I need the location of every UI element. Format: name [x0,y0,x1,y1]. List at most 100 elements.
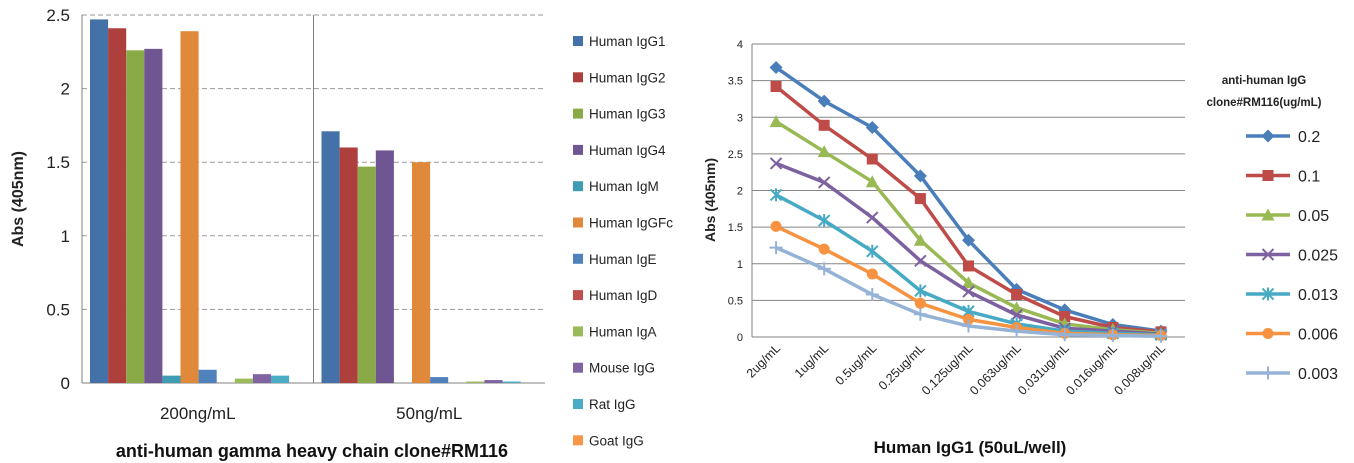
marker-square [1011,289,1023,301]
marker-square [770,80,782,92]
bar [430,377,449,383]
legend-swatch [573,144,583,155]
marker-triangle [1010,301,1024,314]
series [769,157,1168,341]
x-axis-label: anti-human gamma heavy chain clone#RM116 [116,441,508,461]
y-axis-label: Abs (405nm) [702,158,718,242]
legend-label: Human IgG3 [589,107,666,122]
legend-label: Human IgG4 [589,143,666,158]
legend-label: 0.05 [1298,208,1329,225]
marker-diamond [769,60,783,74]
legend-label: 0.025 [1298,248,1338,265]
y-tick-label: 4 [737,39,743,51]
legend-label: Human IgM [589,179,659,194]
bar [180,31,199,384]
x-tick-label: 0.25ug/mL [876,341,928,393]
bar [144,48,163,384]
marker-diamond [865,121,879,135]
marker-star [769,188,783,202]
marker-plus [1261,366,1275,380]
marker-x [769,157,783,170]
legend-title: clone#RM116(ug/mL) [1206,97,1321,109]
x-axis-label: Human IgG1 (50uL/well) [874,438,1067,457]
y-tick-label: 0 [737,332,743,344]
marker-circle [770,220,782,232]
x-tick-label: 0.031ug/mL [1015,341,1072,398]
marker-circle [1262,328,1274,339]
bar [321,131,340,383]
legend-label: 0.013 [1298,287,1338,304]
marker-star [914,284,927,298]
series [770,80,1167,338]
series-line [775,85,1162,334]
marker-star [866,244,879,258]
marker-plus [913,307,927,321]
bar [466,381,485,383]
bar [339,147,358,383]
marker-circle [963,313,974,325]
marker-x [914,254,927,268]
marker-diamond [817,94,831,108]
marker-diamond [913,169,927,183]
legend-label: 0.2 [1298,129,1320,146]
y-tick-label: 1.5 [728,222,743,234]
bar [126,50,145,383]
marker-plus [769,241,783,255]
marker-plus [1106,329,1120,343]
legend-label: 0.006 [1298,327,1338,344]
marker-square [1059,310,1071,322]
legend-label: Human IgA [589,324,657,339]
marker-x [1261,248,1275,261]
bar [271,375,290,383]
y-tick-label: 0 [61,374,70,393]
marker-triangle [1261,208,1275,221]
bar [412,162,431,383]
marker-x [1010,308,1023,322]
y-tick-label: 1 [61,227,70,246]
marker-x [962,285,975,298]
legend-swatch [573,399,583,409]
y-tick-label: 2 [737,186,743,198]
marker-diamond [1261,129,1275,143]
legend-swatch [573,253,583,264]
marker-diamond [962,233,975,247]
bar-chart: 0 0.5 1 1.5 2 2.5 200ng/mL 50ng/mL Abs (405nm) an… [10,6,673,461]
marker-star [817,214,831,228]
legend: Human IgG1 Human IgG2 Human IgG3 Human IgG4… [573,34,673,448]
y-tick-label: 0.5 [46,300,70,319]
legend-label: Goat IgG [589,433,644,448]
marker-triangle [817,145,831,158]
marker-plus [1154,329,1168,343]
legend-swatch [573,108,583,119]
marker-square [818,119,830,131]
bar [90,19,109,383]
x-tick-label: 0.063ug/mL [967,341,1024,398]
bar [108,28,127,384]
legend-title: anti-human IgG [1222,75,1306,87]
x-tick-label: 0.5ug/mL [833,341,880,388]
y-tick-label: 0.5 [728,295,743,307]
x-tick-label: 2ug/mL [744,341,783,380]
legend-label: Human IgG2 [589,70,666,85]
legend-label: Rat IgG [589,397,636,412]
series [769,241,1168,343]
y-tick-label: 3.5 [728,76,743,88]
legend-label: Human IgE [589,252,657,267]
x-category-label: 50ng/mL [396,404,462,423]
marker-square [914,193,926,205]
y-tick-label: 1.5 [46,153,70,172]
x-tick-label: 0.016ug/mL [1063,341,1120,398]
marker-square [1262,170,1274,181]
marker-x [866,211,879,224]
bar [252,374,271,383]
series [769,60,1168,338]
x-tick-label: 0.008ug/mL [1111,341,1168,398]
marker-circle [866,268,878,280]
x-tick-label: 0.125ug/mL [919,341,976,398]
legend-label: Human IgD [589,288,658,303]
bar [357,166,376,383]
marker-x [817,176,831,189]
y-axis-label: Abs (405nm) [10,151,27,247]
marker-star [1261,287,1275,301]
